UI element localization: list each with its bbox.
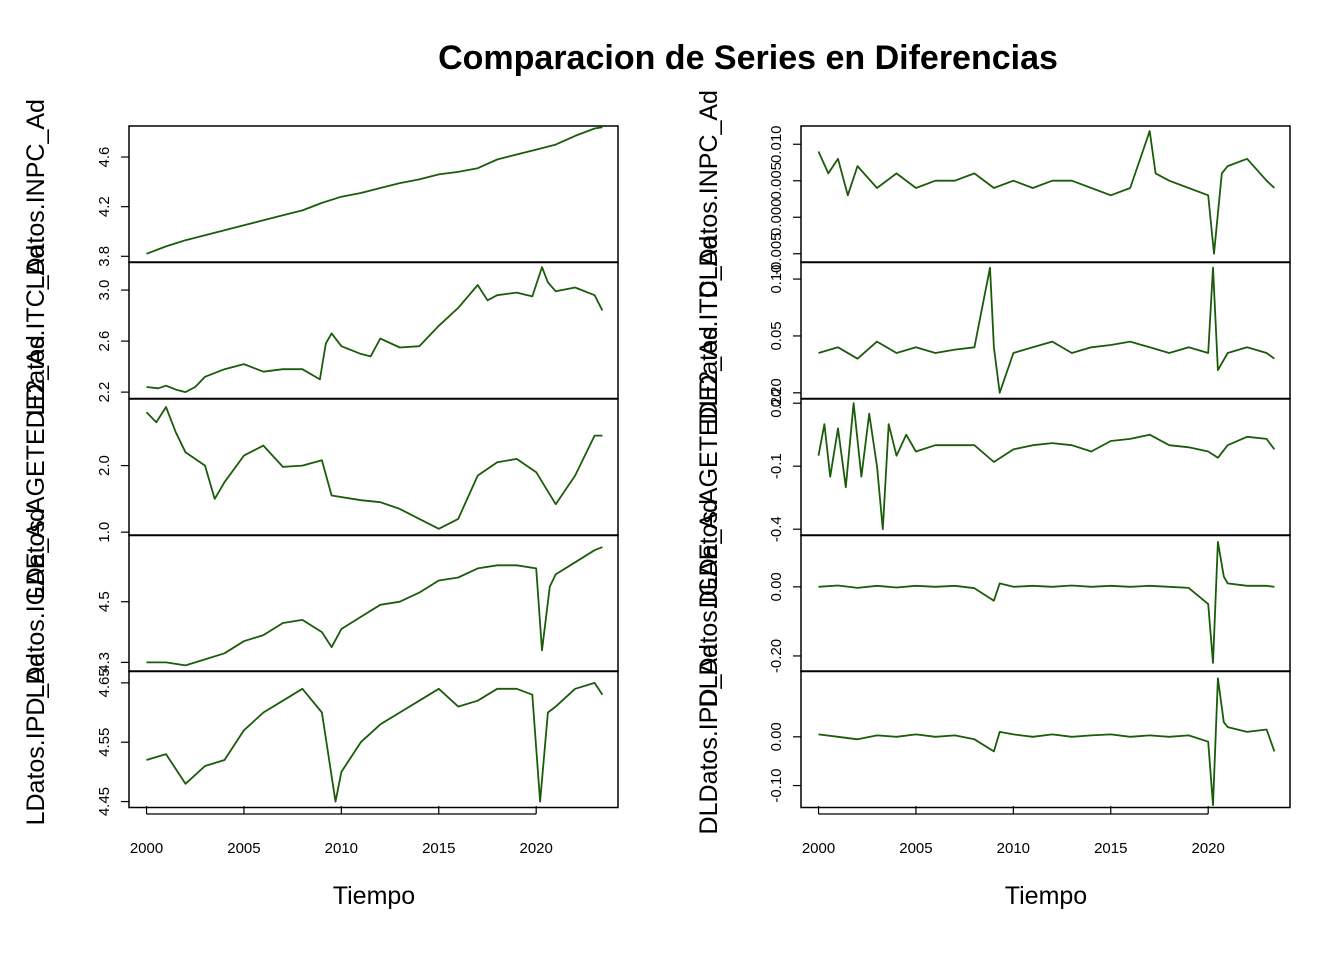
facet-2: 0.20 0.05 0.10 DLDatos.ITC_Ad bbox=[695, 236, 1291, 425]
y-tick-label: 0.10 bbox=[768, 264, 785, 293]
x-axis: 2000 2005 2010 2015 2020 Tiempo bbox=[130, 806, 553, 910]
y-tick-label: 2.2 bbox=[96, 382, 113, 403]
y-axis-label: LDatos.IGAE_Ad bbox=[22, 508, 50, 698]
facet-2: 2.2 2.6 3.0 LDatos.ITC_Ad bbox=[22, 245, 619, 416]
chart-title: Comparacion de Series en Diferencias bbox=[438, 39, 1058, 77]
series-line bbox=[818, 266, 1275, 394]
y-tick-label: -0.20 bbox=[768, 639, 785, 673]
facet-5: 4.45 4.55 4.65 LDatos.IPD_Ad bbox=[22, 653, 619, 825]
series-line bbox=[145, 406, 603, 530]
x-tick-label: 2005 bbox=[227, 840, 260, 857]
facet-frame bbox=[128, 261, 619, 400]
x-axis-label: Tiempo bbox=[333, 882, 415, 910]
y-tick-label: 0.000 bbox=[768, 198, 785, 236]
series-line bbox=[817, 402, 1276, 531]
y-axis-label: DLDatos.IPD_Ad bbox=[695, 644, 723, 834]
y-tick-label: 0.20 bbox=[768, 378, 785, 407]
facet-4: -0.20 0.00 DLDatos.IGAE_Ad bbox=[695, 499, 1291, 707]
y-tick-label: 0.00 bbox=[768, 572, 785, 601]
y-tick-label: 4.6 bbox=[96, 147, 113, 168]
series-line bbox=[817, 130, 1276, 255]
y-tick-label: 4.2 bbox=[96, 196, 113, 217]
y-axis-label: LDatos.IPD_Ad bbox=[22, 653, 50, 825]
x-tick-label: 2020 bbox=[519, 840, 552, 857]
y-tick-label: 4.3 bbox=[96, 652, 113, 673]
y-axis-label: LDatos.INPC_Ad bbox=[22, 99, 50, 289]
x-tick-label: 2015 bbox=[422, 840, 455, 857]
x-tick-label: 2010 bbox=[325, 840, 358, 857]
facet-3: -0.4 -0.1 0.20 DLDatos.AGETEDE2_Ad bbox=[695, 326, 1291, 608]
y-axis-label: DLDatos.AGETEDE2_Ad bbox=[695, 326, 723, 608]
facet-1: 3.8 4.2 4.6 LDatos.INPC_Ad bbox=[22, 99, 619, 289]
x-tick-label: 2005 bbox=[899, 840, 932, 857]
x-tick-label: 2020 bbox=[1191, 840, 1224, 857]
facet-frame bbox=[800, 125, 1291, 264]
facet-3: 1.0 2.0 LDatos.AGETEDE2_Ad bbox=[22, 335, 619, 599]
y-tick-label: -0.005 bbox=[768, 232, 785, 275]
y-tick-label: 1.0 bbox=[96, 522, 113, 543]
y-axis-label: LDatos.ITC_Ad bbox=[22, 245, 50, 416]
left-panel: 3.8 4.2 4.6 LDatos.INPC_Ad 2.2 2.6 3.0 LDatos.I… bbox=[22, 99, 619, 910]
y-axis-label: DLDatos.ITC_Ad bbox=[695, 236, 723, 425]
y-tick-label: 0.00 bbox=[768, 722, 785, 751]
y-tick-label: 0.010 bbox=[768, 125, 785, 163]
series-line bbox=[146, 266, 604, 394]
y-tick-label: 4.45 bbox=[96, 787, 113, 816]
y-tick-label: 2.0 bbox=[96, 455, 113, 476]
right-panel: -0.0050.0000.0050.010DLDatos.INPC_Ad0.20… bbox=[695, 90, 1291, 910]
facet-frame bbox=[128, 125, 619, 264]
panels: 3.8 4.2 4.6 LDatos.INPC_Ad 2.2 2.6 3.0 LDatos.I… bbox=[22, 90, 1291, 910]
y-tick-label: -0.10 bbox=[768, 768, 785, 802]
series-line bbox=[146, 682, 604, 803]
y-axis-label: LDatos.AGETEDE2_Ad bbox=[22, 335, 50, 599]
x-axis-label: Tiempo bbox=[1005, 882, 1087, 910]
facet-frame bbox=[800, 398, 1291, 537]
y-tick-label: 0.20 bbox=[768, 389, 785, 418]
series-line bbox=[818, 677, 1276, 806]
y-tick-label: 0.05 bbox=[768, 321, 785, 350]
y-axis-label: DLDatos.IGAE_Ad bbox=[695, 499, 723, 707]
x-axis: 2000 2005 2010 2015 2020 Tiempo bbox=[802, 806, 1225, 910]
series-line bbox=[146, 546, 603, 667]
facet-frame bbox=[128, 534, 619, 673]
facet-frame bbox=[128, 398, 619, 537]
y-tick-label: -0.1 bbox=[768, 453, 785, 479]
y-tick-label: 2.6 bbox=[96, 331, 113, 352]
facet-frame bbox=[128, 670, 619, 809]
y-tick-label: 4.5 bbox=[96, 591, 113, 612]
y-tick-label: 4.65 bbox=[96, 668, 113, 697]
y-tick-label: 3.0 bbox=[96, 280, 113, 301]
x-tick-label: 2010 bbox=[997, 840, 1030, 857]
y-axis-label: DLDatos.INPC_Ad bbox=[695, 90, 723, 298]
y-tick-label: -0.4 bbox=[768, 516, 785, 542]
y-tick-label: 0.005 bbox=[768, 162, 785, 200]
facet-5: -0.10 0.00 DLDatos.IPD_Ad bbox=[695, 644, 1291, 834]
series-line bbox=[818, 541, 1275, 664]
y-tick-label: 4.55 bbox=[96, 728, 113, 757]
x-tick-label: 2000 bbox=[130, 840, 163, 857]
y-tick-label: 3.8 bbox=[96, 246, 113, 267]
x-tick-label: 2000 bbox=[802, 840, 835, 857]
series-line bbox=[146, 126, 603, 255]
x-tick-label: 2015 bbox=[1094, 840, 1127, 857]
